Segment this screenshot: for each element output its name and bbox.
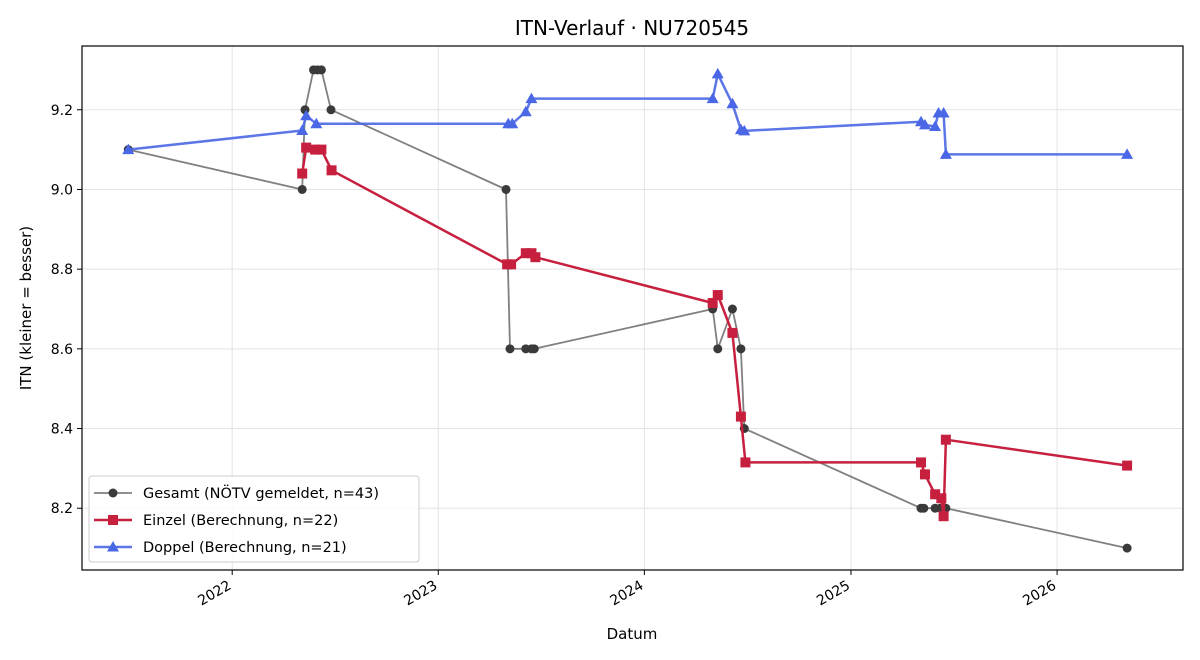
- doppel-point: [506, 117, 519, 129]
- gesamt-point: [529, 344, 539, 354]
- y-tick-label: 8.4: [51, 422, 73, 438]
- einzel-point: [936, 493, 947, 504]
- y-tick-label: 8.2: [51, 501, 73, 517]
- einzel-point: [297, 168, 308, 179]
- einzel-point: [940, 434, 951, 445]
- einzel-point: [326, 165, 337, 176]
- einzel-point: [316, 144, 327, 155]
- einzel-series: [297, 142, 1133, 522]
- doppel-point: [918, 118, 931, 130]
- einzel-point: [938, 511, 949, 522]
- x-axis-title: Datum: [607, 625, 658, 643]
- gesamt-point: [297, 184, 307, 194]
- legend-item-doppel: Doppel (Berechnung, n=21): [94, 540, 347, 556]
- gesamt-point: [713, 344, 723, 354]
- doppel-point: [711, 67, 724, 79]
- doppel-point: [939, 148, 952, 159]
- legend-marker: [108, 488, 118, 498]
- gesamt-point: [727, 304, 737, 314]
- doppel-point: [296, 124, 309, 135]
- doppel-point: [1121, 148, 1134, 159]
- doppel-point: [929, 120, 942, 131]
- series-layer: [122, 65, 1134, 553]
- chart-title: ITN-Verlauf · NU720545: [515, 16, 749, 40]
- plot-frame: [81, 45, 1184, 571]
- legend-marker: [108, 515, 118, 525]
- y-tick-label: 9.0: [51, 182, 73, 198]
- y-tick-label: 8.6: [51, 342, 73, 358]
- doppel-point: [738, 124, 751, 136]
- y-axis: 8.2 8.4 8.6 8.8 9.0 9.2: [51, 103, 82, 517]
- gesamt-point: [1122, 543, 1132, 553]
- einzel-point: [506, 259, 517, 270]
- einzel-point: [735, 411, 746, 422]
- doppel-point: [122, 143, 135, 155]
- legend: Gesamt (NÖTV gemeldet, n=43) Einzel (Bere…: [88, 475, 420, 563]
- gesamt-point: [326, 105, 336, 115]
- doppel-point: [726, 97, 739, 109]
- einzel-point: [520, 248, 531, 259]
- doppel-series: [122, 67, 1134, 159]
- legend-item-einzel: Einzel (Berechnung, n=22): [94, 513, 338, 529]
- einzel-point: [1122, 460, 1133, 471]
- gesamt-point: [505, 344, 515, 354]
- y-tick-label: 9.2: [51, 103, 73, 119]
- doppel-point: [706, 92, 719, 104]
- einzel-point: [707, 298, 718, 309]
- einzel-point: [712, 290, 723, 301]
- gesamt-point: [736, 344, 746, 354]
- einzel-point: [530, 252, 541, 263]
- einzel-point: [301, 142, 312, 153]
- legend-box: [88, 475, 420, 563]
- gesamt-point: [919, 503, 929, 513]
- doppel-point: [525, 92, 538, 104]
- doppel-point: [519, 105, 532, 117]
- einzel-point: [727, 327, 738, 338]
- doppel-point: [937, 106, 950, 118]
- legend-item-gesamt: Gesamt (NÖTV gemeldet, n=43): [94, 484, 379, 502]
- einzel-point: [310, 144, 321, 155]
- einzel-point: [919, 469, 930, 480]
- gesamt-point: [316, 65, 326, 75]
- einzel-point: [740, 457, 751, 468]
- doppel-point: [300, 109, 313, 121]
- doppel-point: [310, 117, 323, 129]
- legend-label: Gesamt (NÖTV gemeldet, n=43): [143, 484, 379, 502]
- legend-marker: [107, 541, 119, 552]
- y-axis-title: ITN (kleiner = besser): [17, 226, 35, 390]
- y-tick-label: 8.8: [51, 262, 73, 278]
- legend-label: Einzel (Berechnung, n=22): [143, 513, 338, 529]
- einzel-point: [930, 489, 941, 500]
- grid: [82, 46, 1183, 570]
- einzel-point: [916, 457, 927, 468]
- legend-label: Doppel (Berechnung, n=21): [143, 540, 347, 556]
- gesamt-point: [501, 184, 511, 194]
